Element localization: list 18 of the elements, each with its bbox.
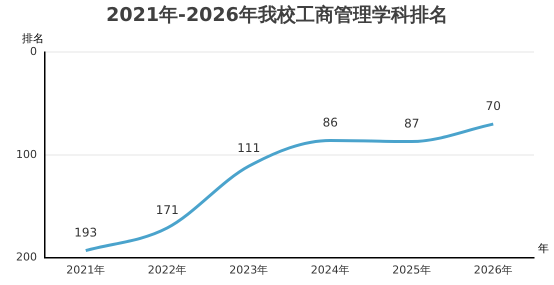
data-label: 86 (322, 115, 338, 130)
x-tick-label: 2024年 (310, 263, 350, 276)
data-label: 193 (74, 226, 98, 240)
y-tick-label: 200 (16, 250, 37, 264)
x-tick-label: 2021年 (66, 263, 106, 276)
x-tick-label: 2025年 (392, 263, 432, 276)
x-tick-label: 2023年 (229, 263, 268, 276)
data-label: 87 (404, 116, 420, 131)
chart-title: 2021年-2026年我校工商管理学科排名 (105, 3, 449, 28)
y-tick-label: 100 (16, 148, 37, 161)
data-label: 171 (156, 202, 179, 217)
data-label: 70 (486, 99, 501, 114)
data-label: 111 (237, 141, 260, 156)
y-tick-label: 0 (30, 44, 37, 58)
x-tick-label: 2022年 (148, 263, 187, 276)
x-axis-title: 年 (538, 242, 549, 255)
y-axis-title: 排名 (22, 32, 44, 45)
x-tick-label: 2026年 (474, 263, 513, 276)
